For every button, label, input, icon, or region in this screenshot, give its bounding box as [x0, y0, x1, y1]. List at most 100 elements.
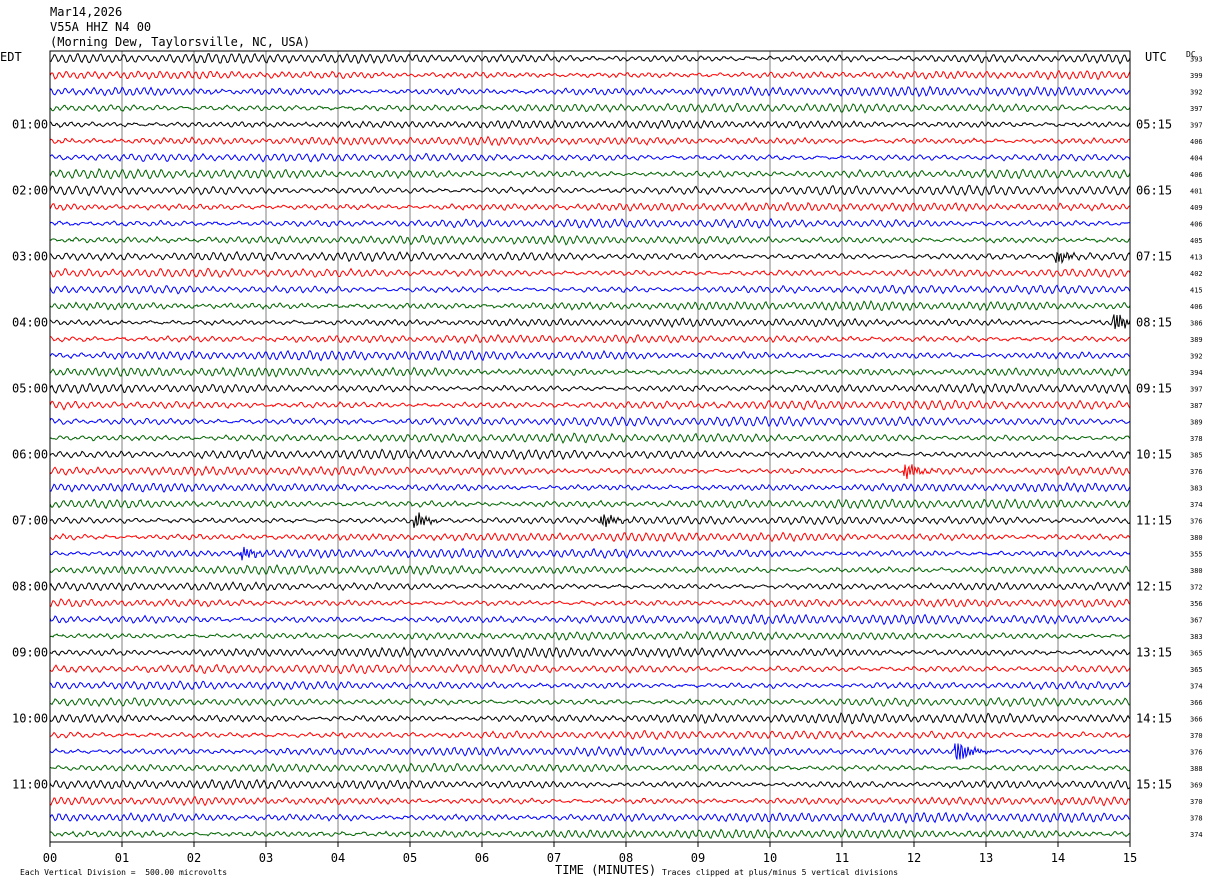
dc-offset-value: 388: [1190, 765, 1203, 773]
trace-row-18: [50, 333, 1131, 345]
trace-row-14: [49, 267, 1131, 278]
dc-offset-value: 394: [1190, 369, 1203, 377]
dc-offset-value: 409: [1190, 204, 1203, 212]
dc-offset-value: 402: [1190, 270, 1203, 278]
dc-offset-value: 405: [1190, 237, 1203, 245]
x-tick-label: 10: [763, 851, 777, 865]
dc-offset-value: 386: [1190, 320, 1203, 328]
x-tick-label: 14: [1051, 851, 1065, 865]
dc-offset-value: 406: [1190, 138, 1203, 146]
right-hour-label: 14:15: [1136, 712, 1172, 726]
dc-offset-value: 356: [1190, 600, 1203, 608]
dc-offset-value: 365: [1190, 650, 1203, 658]
trace-row-11: [49, 218, 1131, 229]
trace-row-16: [49, 299, 1131, 312]
trace-row-43: [49, 743, 1131, 760]
x-tick-label: 06: [475, 851, 489, 865]
right-hour-label: 11:15: [1136, 514, 1172, 528]
axis-labels: 00 01 02 03 04 05 06 07 08 09 10 11 12 13 14 15 393 399 39…: [12, 56, 1203, 866]
right-hour-label: 06:15: [1136, 184, 1172, 198]
right-hour-label: 10:15: [1136, 448, 1172, 462]
trace-row-38: [49, 663, 1131, 675]
trace-row-5: [49, 119, 1131, 130]
dc-offset-value: 397: [1190, 105, 1203, 113]
right-hour-label: 12:15: [1136, 580, 1172, 594]
dc-offset-value: 370: [1190, 798, 1203, 806]
trace-row-44: [49, 762, 1131, 774]
dc-offset-value: 393: [1190, 56, 1203, 64]
dc-offset-value: 376: [1190, 518, 1203, 526]
x-tick-label: 09: [691, 851, 705, 865]
dc-offset-value: 383: [1190, 485, 1203, 493]
x-tick-label: 04: [331, 851, 345, 865]
dc-offset-value: 374: [1190, 831, 1203, 839]
right-hour-label: 05:15: [1136, 118, 1172, 132]
dc-offset-value: 369: [1190, 782, 1203, 790]
left-hour-label: 03:00: [12, 250, 48, 264]
trace-row-37: [49, 646, 1131, 659]
dc-offset-value: 413: [1190, 254, 1203, 262]
trace-row-12: [49, 234, 1131, 246]
right-hour-label: 15:15: [1136, 778, 1172, 792]
trace-row-13: [49, 250, 1131, 265]
dc-offset-value: 387: [1190, 402, 1203, 410]
trace-row-20: [49, 366, 1131, 378]
x-tick-label: 05: [403, 851, 417, 865]
plot-date: Mar14,2026: [50, 5, 123, 19]
trace-row-31: [49, 546, 1131, 561]
trace-row-29: [49, 512, 1131, 528]
trace-row-2: [49, 69, 1131, 81]
dc-offset-value: 389: [1190, 419, 1203, 427]
trace-row-33: [49, 581, 1131, 592]
trace-row-30: [49, 531, 1131, 543]
dc-offset-value: 374: [1190, 501, 1203, 509]
trace-row-48: [49, 828, 1131, 840]
trace-row-7: [49, 152, 1131, 163]
dc-offset-value: 406: [1190, 303, 1203, 311]
trace-row-26: [49, 464, 1131, 480]
dc-offset-value: 392: [1190, 89, 1203, 97]
x-tick-label: 03: [259, 851, 273, 865]
dc-offset-value: 401: [1190, 188, 1203, 196]
trace-row-1: [49, 52, 1131, 65]
x-tick-label: 11: [835, 851, 849, 865]
dc-offset-value: 380: [1190, 567, 1203, 575]
trace-row-25: [49, 448, 1131, 461]
trace-row-23: [49, 415, 1131, 428]
trace-row-47: [49, 811, 1131, 824]
trace-row-39: [49, 680, 1131, 691]
dc-offset-value: 366: [1190, 716, 1203, 724]
trace-row-46: [49, 795, 1131, 807]
left-hour-label: 01:00: [12, 118, 48, 132]
trace-row-21: [49, 382, 1131, 395]
trace-row-3: [49, 85, 1131, 98]
trace-row-40: [49, 697, 1130, 708]
dc-offset-value: 374: [1190, 683, 1203, 691]
dc-offset-value: 392: [1190, 353, 1203, 361]
dc-offset-value: 415: [1190, 287, 1203, 295]
station-location: (Morning Dew, Taylorsville, NC, USA): [50, 35, 311, 49]
dc-offset-value: 406: [1190, 171, 1203, 179]
left-hour-label: 04:00: [12, 316, 48, 330]
dc-offset-value: 380: [1190, 534, 1203, 542]
dc-offset-value: 376: [1190, 468, 1203, 476]
dc-offset-value: 397: [1190, 122, 1203, 130]
trace-row-17: [49, 314, 1131, 330]
trace-row-41: [49, 712, 1131, 725]
clipping-note: Traces clipped at plus/minus 5 vertical …: [662, 868, 899, 877]
right-hour-label: 07:15: [1136, 250, 1172, 264]
dc-offset-value: 367: [1190, 617, 1203, 625]
right-hour-label: 08:15: [1136, 316, 1172, 330]
dc-offset-value: 385: [1190, 452, 1203, 460]
dc-offset-value: 399: [1190, 72, 1203, 80]
x-tick-label: 02: [187, 851, 201, 865]
trace-row-8: [49, 168, 1131, 180]
trace-rows: [49, 52, 1131, 840]
plot-frame: [49, 50, 1131, 843]
right-hour-label: 09:15: [1136, 382, 1172, 396]
trace-row-28: [49, 498, 1131, 510]
left-hour-label: 02:00: [12, 184, 48, 198]
trace-row-24: [49, 432, 1131, 444]
dc-offset-value: 376: [1190, 749, 1203, 757]
